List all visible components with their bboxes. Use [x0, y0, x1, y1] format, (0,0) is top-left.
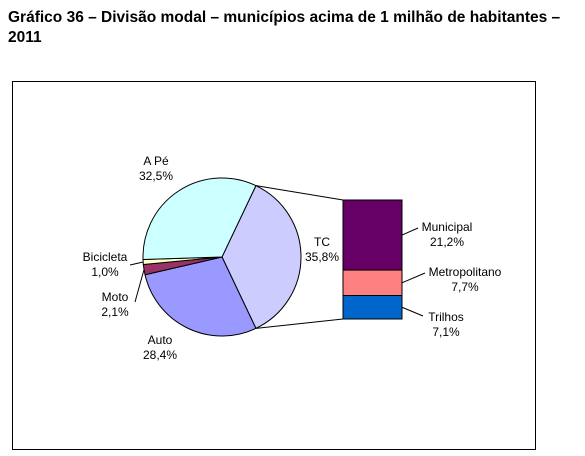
label-trilhos: Trilhos 7,1% [428, 310, 464, 339]
pie-slice-a-pe [142, 177, 257, 261]
label-municipal: Municipal 21,2% [422, 220, 473, 249]
connector-line-bottom [255, 318, 344, 329]
pie-slice-tc [221, 184, 302, 330]
bar-segment-metropolitano [342, 269, 403, 297]
bar-segment-municipal [342, 199, 403, 271]
label-a-pe: A Pé 32,5% [139, 154, 173, 183]
leader-line-trilhos [401, 306, 424, 317]
label-auto: Auto 28,4% [143, 333, 177, 362]
leader-line-municipal [401, 227, 419, 236]
bar-segment-trilhos [342, 295, 403, 320]
label-metropolitano: Metropolitano 7,7% [429, 265, 502, 294]
label-moto: Moto 2,1% [101, 290, 129, 319]
chart-title: Gráfico 36 – Divisão modal – municípios … [8, 9, 561, 46]
leader-line-metropolitano [401, 272, 426, 284]
leader-line-bicicleta [129, 261, 144, 266]
leader-line-moto [134, 269, 145, 303]
label-bicicleta: Bicicleta 1,0% [83, 250, 128, 279]
chart-frame [12, 81, 536, 450]
pie-slice-auto [144, 256, 257, 337]
connector-line-top [255, 185, 344, 201]
label-tc: TC 35,8% [305, 235, 339, 264]
